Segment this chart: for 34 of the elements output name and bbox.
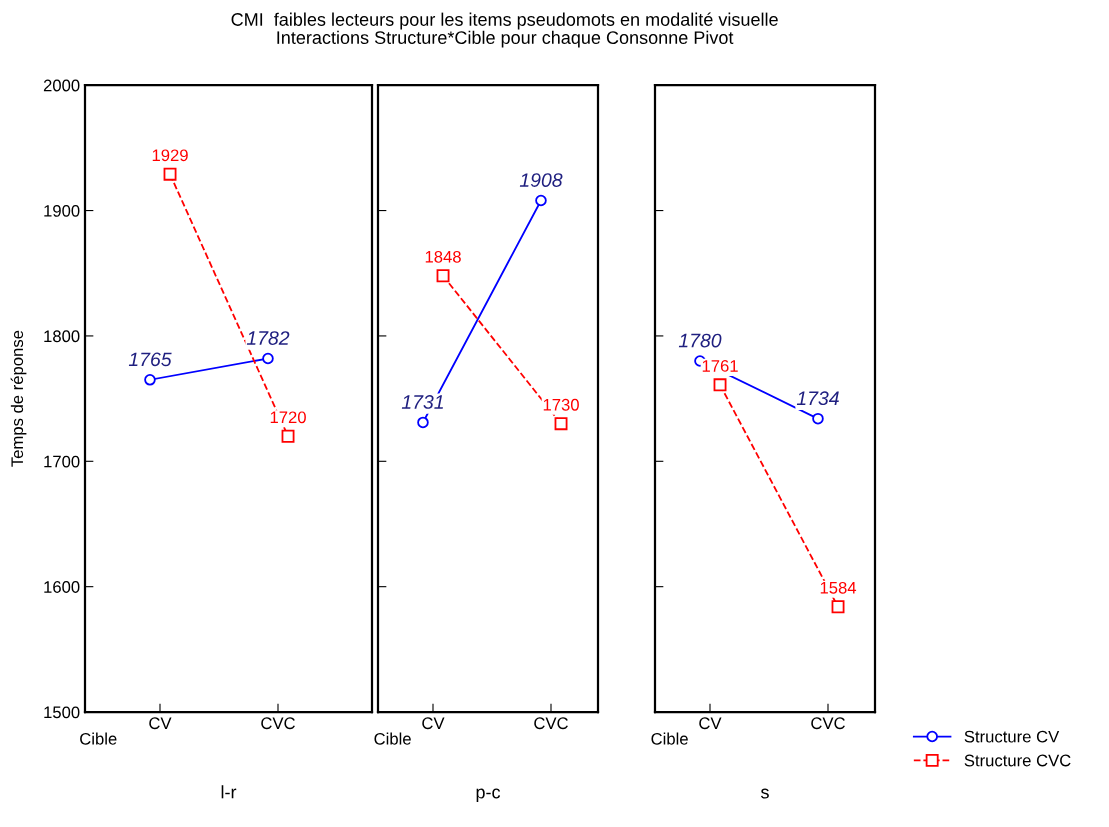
data-label: 1731	[401, 395, 443, 409]
x-tick-label: CVC	[534, 717, 568, 730]
text: CMI faibles lecteurs pour les items pseudomots en modalité visuelle Interactions Structure*Cible pour chaque Consonne Pivot	[231, 12, 778, 48]
x-tick-label: CV	[149, 717, 172, 730]
legend-label: Structure CV	[964, 730, 1060, 743]
y-tick-label: 1700	[44, 455, 80, 468]
data-label: 1908	[519, 173, 563, 187]
y-tick-label: 1600	[44, 581, 80, 593]
data-label: 1761	[702, 360, 738, 372]
data-label: 1734	[796, 391, 839, 406]
legend-label: Structure CVC	[964, 754, 1071, 767]
y-tick-label: 1500	[44, 706, 80, 719]
y-axis-title: Temps de réponse	[10, 330, 27, 467]
text: Cible	[80, 732, 117, 745]
data-label: 1782	[246, 331, 290, 345]
x-tick-label: CV	[699, 717, 722, 730]
text: Cible	[651, 732, 688, 745]
x-tick-label: CV	[422, 717, 445, 730]
data-label: 1584	[820, 581, 857, 594]
data-label: 1780	[678, 333, 722, 348]
data-label: 1720	[270, 411, 306, 424]
data-label: 1929	[152, 149, 188, 162]
y-tick-label: 2000	[43, 79, 80, 92]
x-axis-title: l-r	[221, 785, 237, 799]
data-label: 1765	[128, 352, 172, 367]
x-axis-title: p-c	[476, 788, 501, 803]
text: Cible	[374, 732, 411, 745]
x-tick-label: CVC	[261, 717, 295, 730]
data-label: 1730	[543, 398, 579, 411]
x-axis-title: s	[760, 788, 769, 799]
data-label: 1848	[425, 250, 461, 263]
x-tick-label: CVC	[811, 717, 845, 730]
y-tick-label: 1800	[44, 330, 80, 343]
y-tick-label: 1900	[44, 204, 80, 217]
